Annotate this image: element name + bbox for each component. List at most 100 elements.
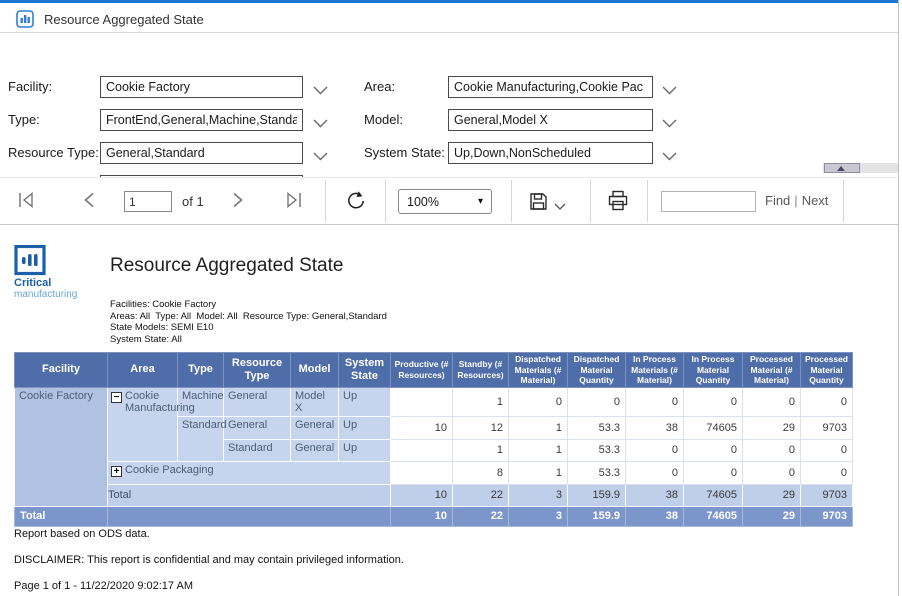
previous-page-button[interactable] — [82, 191, 96, 212]
cell-metric: 1 — [508, 415, 568, 440]
column-header: Dispatched Materials (# Material) — [508, 352, 568, 388]
column-header: System State — [338, 352, 391, 388]
system-state-input[interactable] — [448, 142, 653, 164]
critical-manufacturing-logo — [14, 244, 46, 281]
toolbar-separator — [647, 180, 648, 222]
cell-metric: 1 — [452, 386, 509, 417]
refresh-button[interactable] — [344, 189, 368, 216]
model-input[interactable] — [448, 109, 653, 131]
scroll-up-button[interactable] — [824, 163, 860, 173]
cell-metric — [390, 438, 453, 462]
cell-metric: 53.3 — [567, 460, 626, 485]
toolbar-separator — [385, 180, 386, 222]
model-label: Model: — [364, 112, 404, 127]
param-facilities: Facilities: Cookie Factory — [110, 299, 217, 310]
find-next-separator: | — [794, 193, 798, 208]
cell-resource-type: General — [223, 415, 291, 440]
cell-metric: 22 — [452, 505, 509, 527]
cell-metric: 12 — [452, 415, 509, 440]
cell-metric: 0 — [800, 460, 853, 485]
zoom-select[interactable]: 100% ▾ — [398, 189, 492, 214]
facility-input[interactable] — [100, 76, 303, 98]
cell-metric: 1 — [508, 460, 568, 485]
export-chevron-icon[interactable] — [554, 198, 566, 216]
resource-type-dropdown-chevron-icon[interactable] — [313, 148, 328, 166]
cell-grand-total-label: Total — [14, 505, 108, 527]
cell-facility: Cookie Factory — [14, 386, 108, 507]
cell-metric: 74605 — [683, 483, 743, 507]
cell-metric: 0 — [683, 438, 743, 462]
parameter-panel: Facility: Type: Resource Type: State Mod… — [0, 33, 898, 197]
type-dropdown-chevron-icon[interactable] — [313, 115, 328, 133]
cell-system-state: Up — [338, 415, 391, 440]
cell-model: General — [290, 415, 339, 440]
next-page-button[interactable] — [231, 191, 245, 212]
cell-area-group-collapsed: + Cookie Packaging — [107, 460, 391, 485]
up-arrow-icon — [837, 166, 845, 171]
collapse-icon[interactable]: − — [111, 391, 122, 403]
cell-type: Standard — [177, 415, 227, 462]
scrollbar-track[interactable] — [823, 163, 898, 173]
cell-metric: 8 — [452, 460, 509, 485]
table-row: Cookie Factory − Cookie Manufacturing Mac… — [14, 386, 853, 507]
cell-subtotal-label: Total — [107, 483, 391, 507]
column-header: Area — [107, 352, 178, 388]
cell-metric: 9703 — [800, 415, 853, 440]
system-state-dropdown-chevron-icon[interactable] — [662, 148, 677, 166]
report-toolbar: of 1 100% ▾ — [0, 177, 898, 225]
facility-dropdown-chevron-icon[interactable] — [313, 82, 328, 100]
table-row: Standard General Up 1 1 53.3 0 0 0 0 — [15, 438, 853, 462]
cell-type: Machine — [177, 386, 224, 417]
facility-label: Facility: — [8, 79, 53, 94]
accent-top-bar — [0, 0, 898, 3]
column-header: Model — [290, 352, 339, 388]
cell-metric — [390, 460, 453, 485]
bar-chart-icon — [16, 10, 34, 33]
type-label: Type: — [8, 112, 40, 127]
cell-metric: 0 — [742, 386, 801, 417]
print-button[interactable] — [606, 190, 630, 215]
cell-metric: 1 — [452, 438, 509, 462]
cell-metric: 0 — [742, 438, 801, 462]
toolbar-separator — [590, 180, 591, 222]
table-row: + Cookie Packaging 8 1 53.3 0 0 0 0 — [15, 460, 853, 485]
window-right-border — [898, 0, 899, 596]
logo-text-manufacturing: manufacturing — [14, 289, 78, 300]
find-text-input[interactable] — [661, 191, 756, 212]
cell-metric: 38 — [625, 415, 684, 440]
toolbar-separator — [843, 180, 844, 222]
cell-metric: 159.9 — [567, 505, 626, 527]
resource-type-input[interactable] — [100, 142, 303, 164]
cell-metric: 29 — [742, 483, 801, 507]
page-number-input[interactable] — [124, 191, 172, 212]
cell-metric: 74605 — [683, 415, 743, 440]
first-page-button[interactable] — [16, 191, 36, 212]
cell-metric: 159.9 — [567, 483, 626, 507]
logo-text-critical: Critical — [14, 277, 52, 289]
cell-metric: 9703 — [800, 483, 853, 507]
find-next-links: Find | Next — [765, 193, 828, 208]
find-link[interactable]: Find — [765, 193, 791, 208]
cell-system-state: Up — [338, 386, 391, 417]
type-input[interactable] — [100, 109, 303, 131]
zoom-value: 100% — [407, 194, 439, 209]
last-page-button[interactable] — [284, 191, 304, 212]
cell-metric: 29 — [742, 415, 801, 440]
export-save-button[interactable] — [528, 191, 549, 215]
cell-model: Model X — [290, 386, 339, 417]
area-dropdown-chevron-icon[interactable] — [662, 82, 677, 100]
caret-down-icon: ▾ — [477, 196, 483, 207]
cell-metric: 38 — [625, 505, 684, 527]
area-input[interactable] — [448, 76, 653, 98]
cell-metric: 53.3 — [567, 415, 626, 440]
cell-metric: 3 — [508, 483, 568, 507]
title-bar: Resource Aggregated State — [0, 3, 898, 33]
page-count-label: of 1 — [182, 194, 204, 209]
model-dropdown-chevron-icon[interactable] — [662, 115, 677, 133]
grand-total-row: Total 10 22 3 159.9 38 74605 29 9703 — [14, 505, 853, 527]
expand-icon[interactable]: + — [111, 465, 122, 477]
report-disclaimer: DISCLAIMER: This report is confidential … — [14, 554, 404, 566]
next-link[interactable]: Next — [801, 193, 829, 208]
column-header: Dispatched Material Quantity — [567, 352, 626, 388]
area-name: Cookie Packaging — [125, 463, 214, 476]
